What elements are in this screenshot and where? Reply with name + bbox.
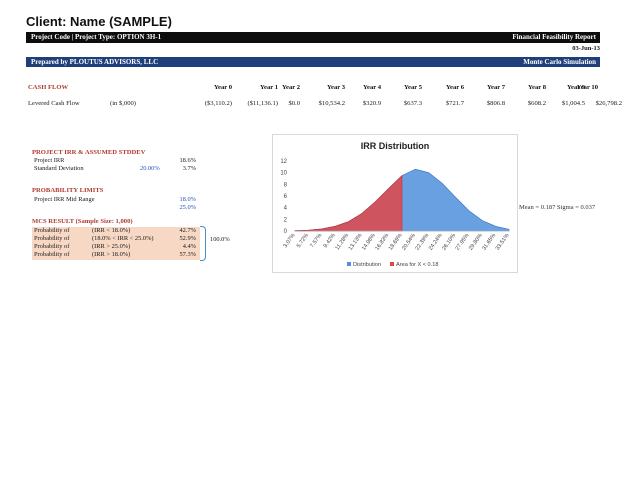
legend-label-area: Area for X < 0.18 — [396, 262, 438, 268]
cf-value-3: $10,534.2 — [318, 100, 345, 107]
legend-swatch-area — [390, 262, 394, 266]
year-5: Year 5 — [403, 84, 422, 91]
project-irr-label: Project IRR — [34, 157, 65, 164]
mcs-row: Probability of (IRR > 18.0%) 57.3% — [32, 251, 200, 260]
year-8: Year 8 — [527, 84, 546, 91]
cf-value-7: $806.8 — [486, 100, 505, 107]
mcs-row-value: 4.4% — [182, 243, 196, 250]
cf-value-1: ($11,136.1) — [247, 100, 278, 107]
y-tick-label: 2 — [284, 217, 288, 223]
cash-flow-title: CASH FLOW — [28, 84, 69, 91]
mcs-bracket — [200, 226, 206, 261]
y-tick-label: 4 — [284, 206, 288, 212]
year-9: Year 9 — [566, 84, 585, 91]
mcs-row-label: Probability of — [34, 235, 70, 242]
project-code-bar: Project Code | Project Type: OPTION 3H-1… — [26, 32, 600, 43]
mcs-row-condition: (IRR < 18.0%) — [92, 227, 131, 234]
cf-value-8: $608.2 — [527, 100, 546, 107]
cf-value-2: $0.0 — [288, 100, 300, 107]
prepared-by-bar: Prepared by PLOUTUS ADVISORS, LLC Monte … — [26, 57, 600, 67]
mcs-row-condition: (IRR > 25.0%) — [92, 243, 131, 250]
x-tick-label: 3.07% — [283, 233, 297, 249]
cf-value-5: $637.3 — [403, 100, 422, 107]
year-10: Year 10 — [576, 84, 598, 91]
limit-high: 25.0% — [179, 204, 196, 211]
mcs-row-label: Probability of — [34, 227, 70, 234]
mcs-row-label: Probability of — [34, 251, 70, 258]
legend-swatch-distribution — [347, 262, 351, 266]
simulation-label: Monte Carlo Simulation — [523, 58, 596, 66]
cash-flow-header: CASH FLOW Year 0 Year 1 Year 2 Year 3 Ye… — [26, 84, 600, 94]
mcs-total: 100.0% — [210, 236, 230, 243]
levered-cash-flow-row: Levered Cash Flow (in $,000) ($3,110.2) … — [26, 100, 622, 110]
cf-value-0: ($3,110.2) — [204, 100, 232, 107]
year-3: Year 3 — [326, 84, 345, 91]
limits-section-title: PROBABILITY LIMITS — [32, 187, 104, 194]
mcs-row: Probability of (18.0% < IRR < 25.0%) 52.… — [32, 235, 200, 244]
y-tick-label: 8 — [284, 182, 288, 188]
year-1: Year 1 — [259, 84, 278, 91]
limit-high-row: 25.0% — [32, 204, 200, 213]
cf-value-10: $26,798.2 — [595, 100, 622, 107]
chart-svg: IRR Distribution 0 2 4 6 8 10 12 3.07% 5.72% 7.57%… — [280, 141, 511, 268]
report-date: 03-Jun-13 — [572, 45, 600, 52]
project-irr-value: 18.6% — [179, 157, 196, 164]
irr-distribution-chart: IRR Distribution 0 2 4 6 8 10 12 3.07% 5.72% 7.57%… — [272, 134, 518, 273]
mcs-row-value: 52.9% — [179, 235, 196, 242]
mcs-row: Probability of (IRR < 18.0%) 42.7% — [32, 227, 200, 236]
area-below-threshold — [294, 174, 403, 232]
mean-sigma-text: Mean = 0.187 Sigma = 0.037 — [519, 204, 596, 211]
prepared-by: Prepared by PLOUTUS ADVISORS, LLC — [31, 58, 159, 66]
legend-label-distribution: Distribution — [353, 262, 381, 268]
year-4: Year 4 — [362, 84, 381, 91]
client-title: Client: Name (SAMPLE) — [26, 14, 172, 29]
mcs-row-condition: (IRR > 18.0%) — [92, 251, 131, 258]
std-dev-assumed: 20.00% — [140, 165, 160, 172]
x-tick-label: 5.72% — [296, 233, 310, 249]
x-tick-label: 7.57% — [309, 233, 323, 249]
mid-range-label: Project IRR Mid Range — [34, 196, 95, 203]
year-0: Year 0 — [213, 84, 232, 91]
x-tick-label: 33.51% — [495, 233, 511, 252]
std-dev-label: Standard Deviation — [34, 165, 84, 172]
mcs-row-condition: (18.0% < IRR < 25.0%) — [92, 235, 154, 242]
y-tick-label: 12 — [280, 159, 287, 165]
y-tick-label: 6 — [284, 194, 288, 200]
year-6: Year 6 — [445, 84, 464, 91]
limit-low: 18.0% — [179, 196, 196, 203]
mcs-row-value: 57.3% — [179, 251, 196, 258]
std-dev-value: 3.7% — [182, 165, 196, 172]
chart-title: IRR Distribution — [361, 141, 430, 151]
mcs-row: Probability of (IRR > 25.0%) 4.4% — [32, 243, 200, 252]
year-2: Year 2 — [281, 84, 300, 91]
cash-flow-units: (in $,000) — [110, 100, 137, 107]
y-tick-label: 0 — [284, 229, 288, 235]
project-irr-row: Project IRR 18.6% — [32, 157, 200, 166]
mcs-row-value: 42.7% — [179, 227, 196, 234]
cf-value-6: $721.7 — [445, 100, 464, 107]
project-code: Project Code | Project Type: OPTION 3H-1 — [31, 33, 162, 41]
cash-flow-label: Levered Cash Flow — [28, 100, 80, 107]
irr-section-title: PROJECT IRR & ASSUMED STDDEV — [32, 149, 146, 156]
cf-value-4: $320.9 — [362, 100, 381, 107]
year-7: Year 7 — [486, 84, 505, 91]
mcs-section-title: MCS RESULT (Sample Size: 1,000) — [32, 218, 133, 225]
mid-range-row: Project IRR Mid Range 18.0% — [32, 196, 200, 205]
std-dev-row: Standard Deviation 20.00% 3.7% — [32, 165, 200, 174]
cf-value-9: $1,004.5 — [561, 100, 585, 107]
mcs-row-label: Probability of — [34, 243, 70, 250]
y-tick-label: 10 — [280, 171, 287, 177]
report-title: Financial Feasibility Report — [512, 33, 596, 41]
